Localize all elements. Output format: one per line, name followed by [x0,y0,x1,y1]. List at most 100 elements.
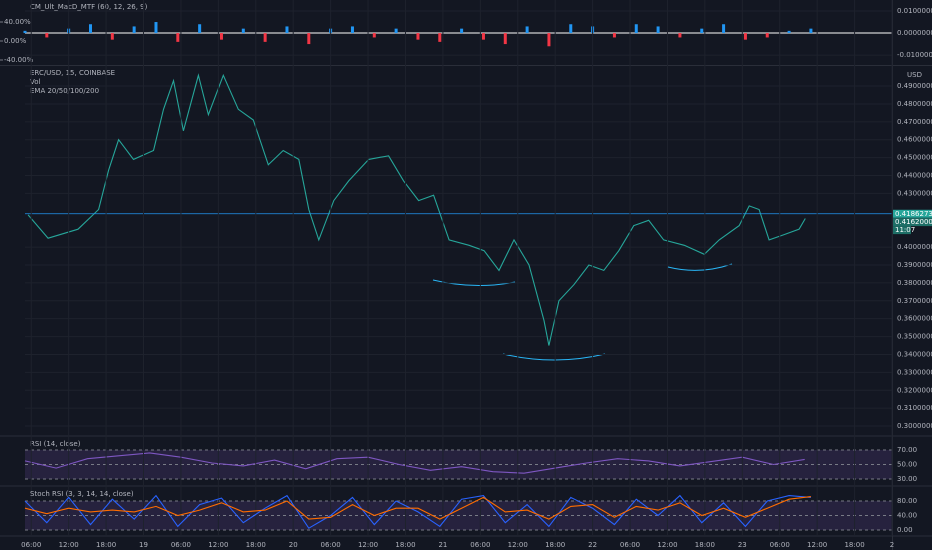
histogram-bar [263,33,267,42]
y-tick-label: 0.32000000 [897,386,932,394]
x-tick-label: 18:00 [545,541,565,549]
histogram-bar [765,33,769,38]
y-tick-label: 50.00 [897,460,917,468]
histogram-bar [481,33,485,40]
y-tick-label: 0.30000000 [897,422,932,430]
pattern-arc [432,279,516,287]
y-tick-label: 0.48000000 [897,100,932,108]
x-tick-label: 12:00 [508,541,528,549]
y2-tick-label: -40.00% [4,56,34,64]
x-tick-label: 12:00 [208,541,228,549]
histogram-bar [132,26,136,34]
y2-tick-label: 0.00% [4,37,27,45]
histogram-bar [547,33,551,47]
histogram-bar [743,33,747,40]
x-tick-label: 12:00 [657,541,677,549]
y-tick-label: 0.46000000 [897,136,932,144]
x-tick-label: 06:00 [770,541,790,549]
pane-title: Stoch RSI (3, 3, 14, 14, close) [30,490,134,498]
histogram-bar [700,28,704,34]
x-tick-label: 12:00 [59,541,79,549]
y-tick-label: 0.34000000 [897,350,932,358]
x-tick-label: 2 [890,541,894,549]
histogram-bar [350,26,354,34]
y-tick-label: 0.43000000 [897,189,932,197]
x-tick-label: 18:00 [395,541,415,549]
x-tick-label: 18:00 [96,541,116,549]
y-tick-label: 0.49000000 [897,82,932,90]
histogram-bar [612,33,616,38]
price-tag [893,209,932,218]
y-tick-label: 70.00 [897,446,917,454]
y-tick-label: 0.40000000 [897,243,932,251]
y-tick-label: 0.33000000 [897,368,932,376]
histogram-bar [45,33,49,38]
series-line [24,452,805,474]
unit-label: USD [907,71,922,79]
y-tick-label: 80.00 [897,497,917,505]
histogram-bar [503,33,507,45]
x-tick-label: 18:00 [695,541,715,549]
y-tick-label: 0.35000000 [897,333,932,341]
y-tick-label: 0.47000000 [897,118,932,126]
x-tick-label: 18:00 [844,541,864,549]
y-tick-label: 30.00 [897,475,917,483]
y-tick-label: 0.36000000 [897,315,932,323]
histogram-bar [285,26,289,34]
x-tick-label: 12:00 [358,541,378,549]
pane-title: CM_Ult_MacD_MTF (60, 12, 26, 9) [30,3,148,11]
histogram-bar [416,33,420,40]
x-tick-label: 06:00 [470,541,490,549]
histogram-bar [23,30,27,34]
histogram-bar [372,33,376,38]
x-tick-label: 23 [738,541,747,549]
y-tick-label: 0.44000000 [897,172,932,180]
histogram-bar [634,24,638,34]
y-tick-label: 40.00 [897,511,917,519]
pane-label: EMA 20/50/100/200 [30,87,99,95]
histogram-bar [241,28,245,34]
pane-label: Vol [30,78,41,86]
histogram-bar [656,26,660,34]
x-tick-label: 06:00 [321,541,341,549]
x-tick-label: 06:00 [620,541,640,549]
x-tick-label: 19 [139,541,148,549]
histogram-bar [569,24,573,34]
histogram-bar [438,33,442,42]
histogram-bar [88,24,92,34]
pattern-arc [502,353,606,361]
histogram-bar [722,24,726,34]
x-tick-label: 06:00 [21,541,41,549]
x-tick-label: 18:00 [246,541,266,549]
y-tick-label: -0.01000000 [897,51,932,59]
series-line [24,494,811,529]
series-line [24,496,811,520]
y-tick-label: 0.45000000 [897,154,932,162]
histogram-bar [110,33,114,40]
histogram-bar [307,33,311,45]
histogram-bar [678,33,682,38]
pane-title: ERC/USD, 15, COINBASE [30,69,115,77]
histogram-bar [198,24,202,34]
x-tick-label: 20 [289,541,298,549]
countdown: 11:07 [895,226,915,234]
y-tick-label: 0.39000000 [897,261,932,269]
histogram-bar [787,30,791,34]
y-tick-label: 0.01000000 [897,7,932,15]
countdown-tag [893,226,911,235]
pane-title: RSI (14, close) [30,440,81,448]
histogram-bar [176,33,180,42]
histogram-bar [394,28,398,34]
y-tick-label: 0.37000000 [897,297,932,305]
pattern-arc [667,263,733,271]
x-tick-label: 12:00 [807,541,827,549]
x-tick-label: 06:00 [171,541,191,549]
series-line [27,73,806,346]
y-tick-label: 0.00000000 [897,29,932,37]
y2-tick-label: 40.00% [4,18,31,26]
y-tick-label: 0.38000000 [897,279,932,287]
